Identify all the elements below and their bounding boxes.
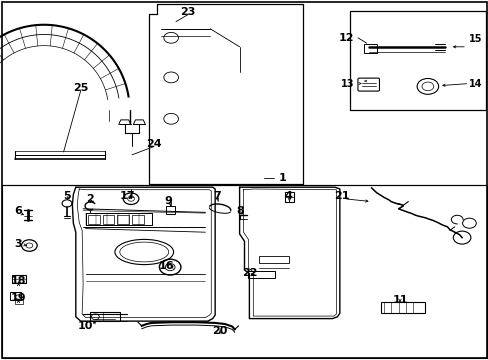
- Text: 25: 25: [73, 83, 88, 93]
- Text: 13: 13: [340, 78, 353, 89]
- Text: 17: 17: [119, 191, 135, 201]
- Bar: [15, 299, 23, 304]
- Text: 8: 8: [236, 206, 244, 216]
- Bar: [102, 215, 114, 224]
- Text: 24: 24: [146, 139, 162, 149]
- Text: 9: 9: [164, 195, 172, 206]
- Bar: [10, 292, 20, 300]
- Text: 1: 1: [278, 173, 286, 183]
- Bar: [166, 206, 175, 214]
- Bar: [117, 215, 129, 224]
- Text: 21: 21: [334, 191, 349, 201]
- Text: 5: 5: [63, 191, 71, 201]
- Bar: [2, 185, 486, 358]
- Text: 16: 16: [158, 261, 174, 271]
- Bar: [88, 215, 100, 224]
- Text: 14: 14: [468, 78, 481, 89]
- Bar: [12, 275, 26, 283]
- Text: 11: 11: [391, 294, 407, 305]
- Bar: [90, 312, 120, 321]
- Bar: [364, 44, 376, 53]
- Text: 6: 6: [15, 206, 22, 216]
- Bar: [132, 215, 143, 224]
- Bar: [259, 256, 288, 263]
- Text: 19: 19: [11, 293, 26, 303]
- Text: 4: 4: [284, 191, 292, 201]
- Text: 3: 3: [15, 239, 22, 249]
- Text: 2: 2: [86, 194, 94, 204]
- Text: 12: 12: [338, 33, 353, 43]
- Text: 15: 15: [468, 34, 481, 44]
- Text: 10: 10: [78, 321, 93, 331]
- Bar: [349, 11, 485, 110]
- Bar: [248, 271, 275, 278]
- Text: 7: 7: [213, 191, 221, 201]
- Bar: [381, 302, 425, 313]
- Bar: [284, 192, 294, 202]
- Text: 18: 18: [11, 276, 26, 286]
- Text: 23: 23: [180, 6, 196, 17]
- Text: 22: 22: [241, 267, 257, 278]
- Text: 20: 20: [212, 326, 227, 336]
